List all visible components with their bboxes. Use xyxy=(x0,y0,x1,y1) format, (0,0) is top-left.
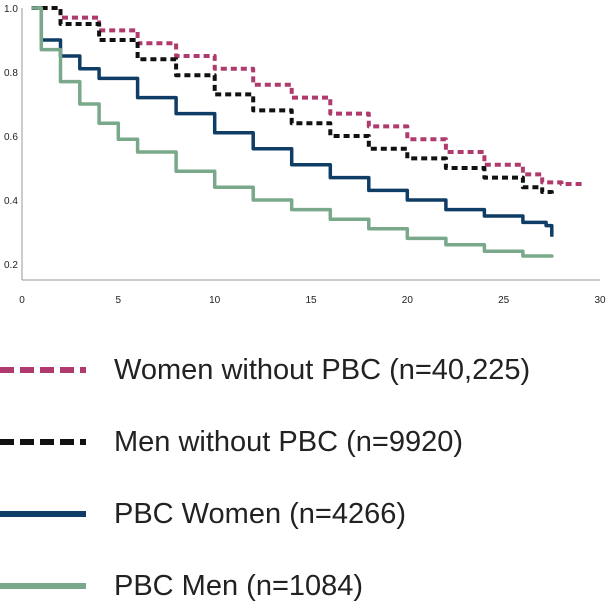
x-axis-ticks: 0 5 10 15 20 25 30 xyxy=(19,295,606,306)
series-line-4 xyxy=(31,6,554,258)
series-line-1 xyxy=(31,6,585,186)
y-tick-label: 0.8 xyxy=(4,68,18,79)
legend-label: PBC Women (n=4266) xyxy=(114,498,407,530)
series-line-2 xyxy=(31,6,554,194)
chart-series xyxy=(31,6,585,258)
legend-item-1: Women without PBC (n=40,225) xyxy=(0,350,608,390)
x-tick-label: 15 xyxy=(305,295,317,306)
legend-swatch xyxy=(0,583,86,589)
y-tick-label: 1.0 xyxy=(4,4,18,15)
x-tick-label: 10 xyxy=(209,295,221,306)
x-tick-label: 20 xyxy=(402,295,414,306)
y-axis-ticks: 0.2 0.4 0.6 0.8 1.0 xyxy=(4,4,18,271)
legend-item-4: PBC Men (n=1084) xyxy=(0,566,608,606)
legend-item-2: Men without PBC (n=9920) xyxy=(0,422,608,462)
survival-line-chart: 0 5 10 15 20 25 30 0.2 0.4 0.6 0.8 1.0 xyxy=(4,4,606,306)
legend-swatch xyxy=(0,511,86,517)
legend-item-3: PBC Women (n=4266) xyxy=(0,494,608,534)
y-tick-label: 0.4 xyxy=(4,196,18,207)
legend-label: PBC Men (n=1084) xyxy=(114,570,364,602)
legend-swatch xyxy=(0,367,86,373)
y-tick-label: 0.6 xyxy=(4,132,18,143)
x-tick-label: 5 xyxy=(116,295,122,306)
x-tick-label: 25 xyxy=(498,295,510,306)
series-line-3 xyxy=(31,6,554,237)
legend-label: Women without PBC (n=40,225) xyxy=(114,354,531,386)
y-tick-label: 0.2 xyxy=(4,260,18,271)
x-tick-label: 0 xyxy=(19,295,25,306)
legend-label: Men without PBC (n=9920) xyxy=(114,426,463,458)
legend-swatch xyxy=(0,439,86,445)
x-tick-label: 30 xyxy=(594,295,606,306)
chart-axes xyxy=(21,8,600,281)
